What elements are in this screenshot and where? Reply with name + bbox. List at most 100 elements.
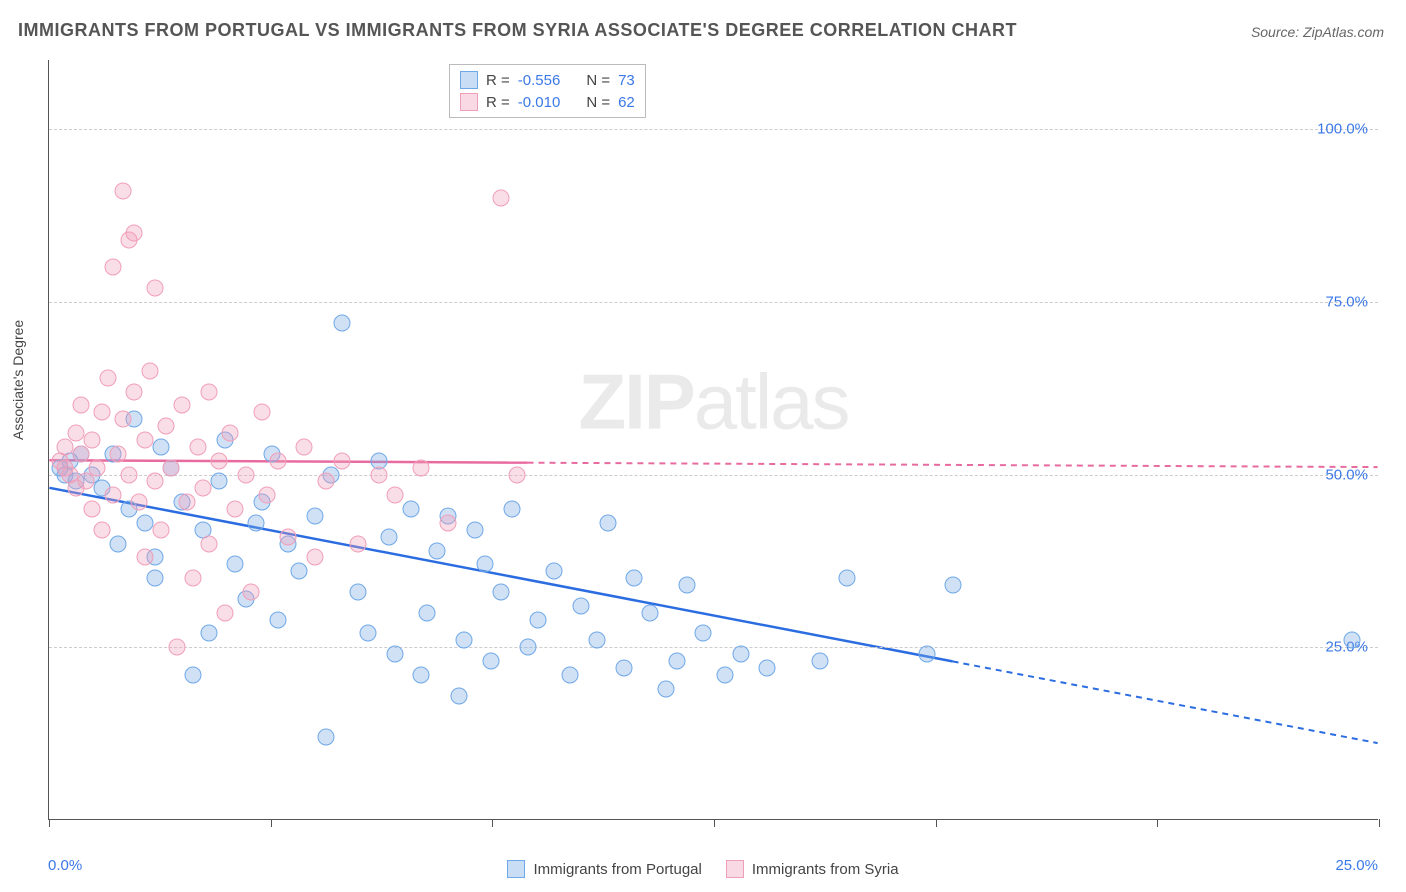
data-point <box>94 521 111 538</box>
gridline <box>49 129 1378 130</box>
data-point <box>211 452 228 469</box>
data-point <box>945 577 962 594</box>
stats-row-portugal: R = -0.556 N = 73 <box>460 69 635 91</box>
data-point <box>259 487 276 504</box>
data-point <box>349 584 366 601</box>
data-point <box>72 397 89 414</box>
r-label: R = <box>486 72 510 89</box>
data-point <box>503 501 520 518</box>
swatch-pink-icon <box>726 860 744 878</box>
watermark-atlas: atlas <box>694 357 849 445</box>
data-point <box>679 577 696 594</box>
data-point <box>152 438 169 455</box>
data-point <box>179 494 196 511</box>
data-point <box>158 418 175 435</box>
data-point <box>626 570 643 587</box>
ytick-label: 50.0% <box>1325 466 1368 483</box>
data-point <box>759 660 776 677</box>
n-value-portugal: 73 <box>618 72 635 89</box>
legend-item-portugal: Immigrants from Portugal <box>507 860 701 878</box>
data-point <box>349 535 366 552</box>
xtick <box>936 819 937 827</box>
data-point <box>360 625 377 642</box>
data-point <box>136 549 153 566</box>
bottom-legend: Immigrants from Portugal Immigrants from… <box>0 860 1406 878</box>
data-point <box>812 653 829 670</box>
data-point <box>317 473 334 490</box>
data-point <box>243 584 260 601</box>
ytick-label: 75.0% <box>1325 293 1368 310</box>
data-point <box>227 501 244 518</box>
data-point <box>615 660 632 677</box>
data-point <box>184 570 201 587</box>
xtick <box>49 819 50 827</box>
data-point <box>418 604 435 621</box>
data-point <box>440 514 457 531</box>
data-point <box>413 459 430 476</box>
data-point <box>142 362 159 379</box>
data-point <box>695 625 712 642</box>
data-point <box>599 514 616 531</box>
xtick <box>492 819 493 827</box>
xtick <box>1379 819 1380 827</box>
data-point <box>147 570 164 587</box>
data-point <box>136 514 153 531</box>
data-point <box>152 521 169 538</box>
data-point <box>530 611 547 628</box>
data-point <box>163 459 180 476</box>
source-label: Source: ZipAtlas.com <box>1251 24 1384 40</box>
data-point <box>402 501 419 518</box>
data-point <box>120 466 137 483</box>
stats-legend: R = -0.556 N = 73 R = -0.010 N = 62 <box>449 64 646 118</box>
data-point <box>386 487 403 504</box>
watermark: ZIPatlas <box>578 356 848 447</box>
data-point <box>477 556 494 573</box>
data-point <box>147 280 164 297</box>
data-point <box>88 459 105 476</box>
data-point <box>110 445 127 462</box>
data-point <box>668 653 685 670</box>
data-point <box>307 508 324 525</box>
xtick <box>271 819 272 827</box>
data-point <box>291 563 308 580</box>
trendline-dashed <box>953 661 1378 743</box>
data-point <box>168 639 185 656</box>
data-point <box>126 383 143 400</box>
data-point <box>370 466 387 483</box>
data-point <box>307 549 324 566</box>
data-point <box>450 687 467 704</box>
data-point <box>200 383 217 400</box>
ytick-label: 100.0% <box>1317 121 1368 138</box>
data-point <box>115 183 132 200</box>
data-point <box>317 729 334 746</box>
data-point <box>573 597 590 614</box>
data-point <box>269 611 286 628</box>
data-point <box>455 632 472 649</box>
data-point <box>56 438 73 455</box>
data-point <box>99 369 116 386</box>
data-point <box>381 528 398 545</box>
data-point <box>221 425 238 442</box>
r-value-portugal: -0.556 <box>518 72 561 89</box>
data-point <box>195 480 212 497</box>
n-label: N = <box>586 94 610 111</box>
trend-svg <box>49 60 1378 819</box>
data-point <box>211 473 228 490</box>
swatch-pink-icon <box>460 93 478 111</box>
data-point <box>588 632 605 649</box>
data-point <box>104 487 121 504</box>
data-point <box>482 653 499 670</box>
swatch-blue-icon <box>460 71 478 89</box>
data-point <box>83 501 100 518</box>
data-point <box>519 639 536 656</box>
data-point <box>104 259 121 276</box>
chart-title: IMMIGRANTS FROM PORTUGAL VS IMMIGRANTS F… <box>18 20 1017 41</box>
data-point <box>110 535 127 552</box>
data-point <box>126 224 143 241</box>
watermark-zip: ZIP <box>578 357 693 445</box>
data-point <box>466 521 483 538</box>
data-point <box>642 604 659 621</box>
data-point <box>184 666 201 683</box>
data-point <box>732 646 749 663</box>
xtick <box>1157 819 1158 827</box>
